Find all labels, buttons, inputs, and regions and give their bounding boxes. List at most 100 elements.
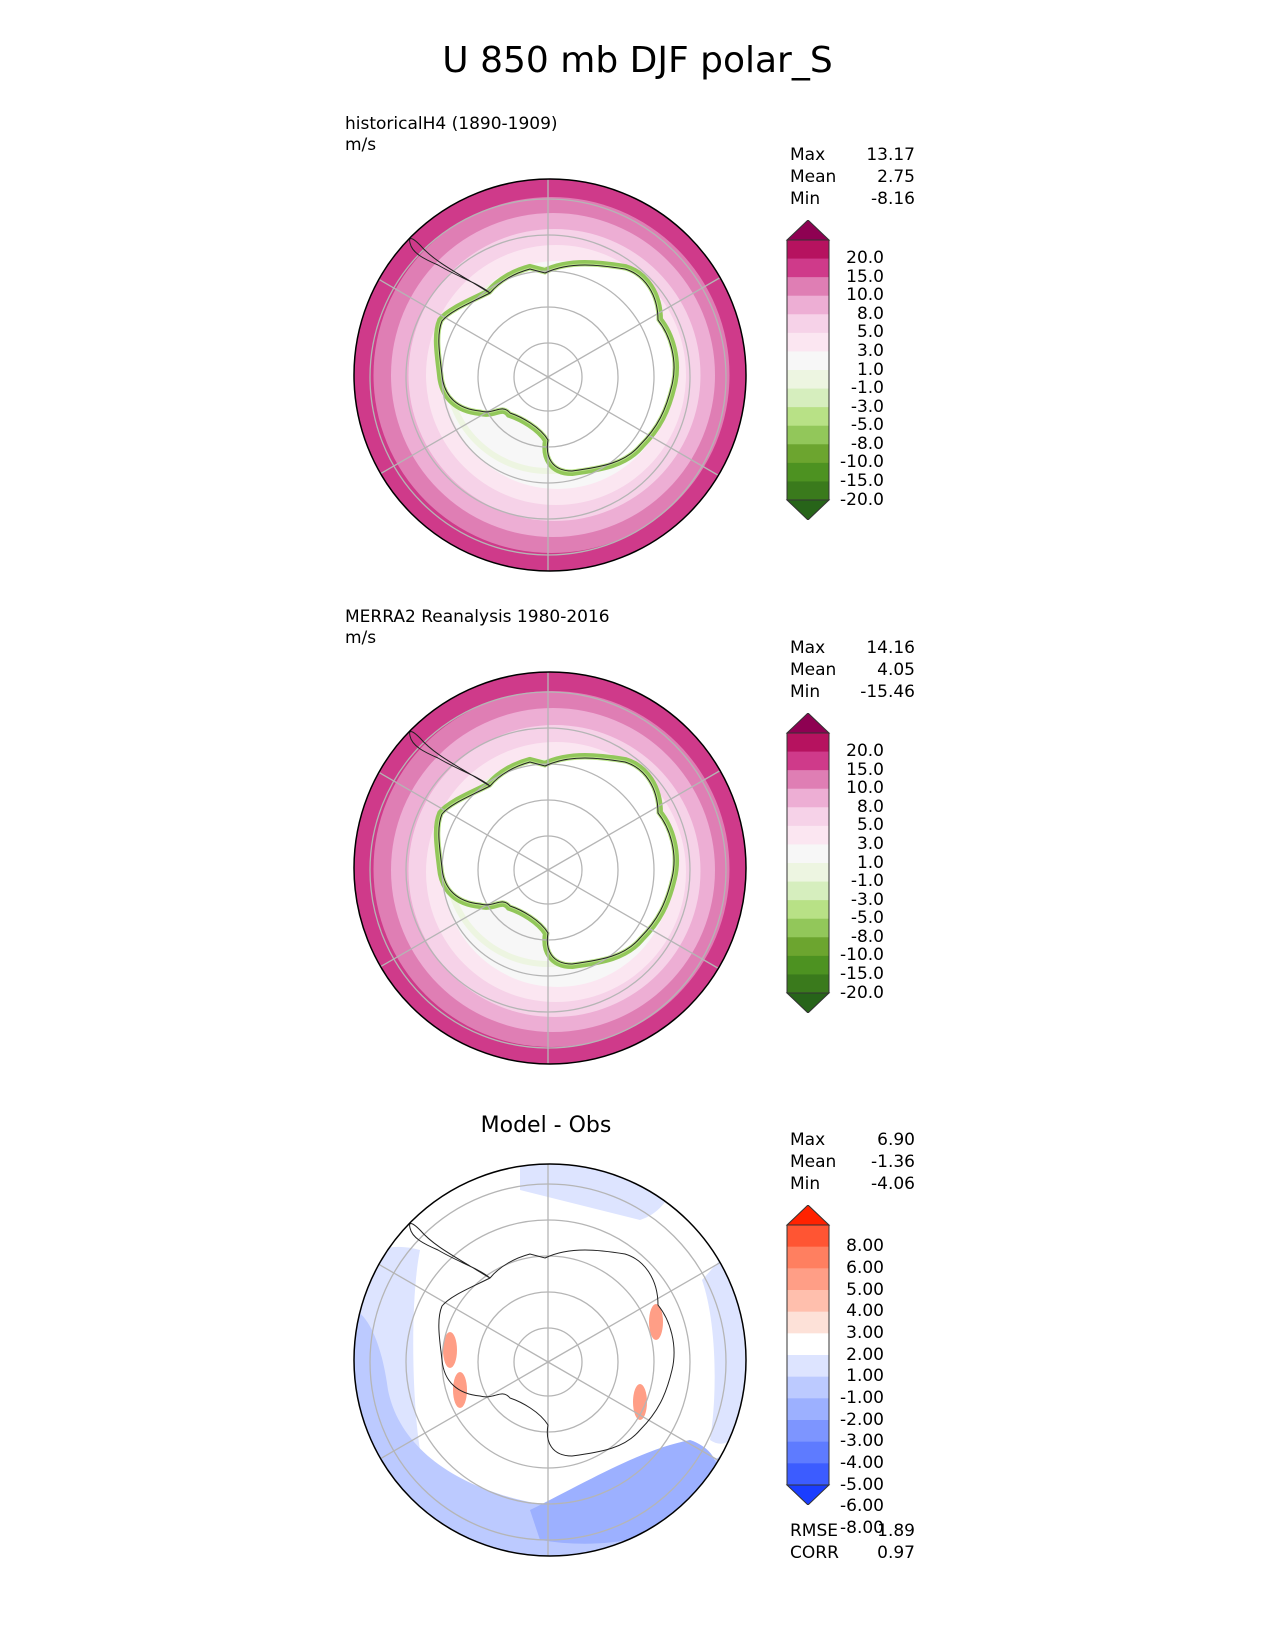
panel-1-colorbar — [785, 220, 831, 520]
colorbar-bin — [787, 332, 829, 352]
colorbar-bin — [787, 1463, 829, 1486]
panel-3-stats: Max 6.90 Mean -1.36 Min -4.06 — [790, 1129, 915, 1195]
colorbar-tick-label: 1.00 — [846, 1366, 884, 1387]
panel-2-colorbar — [785, 713, 831, 1013]
colorbar-bin — [787, 863, 829, 883]
colorbar-tick-label: 8.00 — [846, 1236, 884, 1257]
corr-label: CORR — [790, 1543, 839, 1563]
min-label: Min — [790, 682, 821, 702]
positive-patch — [633, 1384, 647, 1420]
colorbar-tick-label: -1.0 — [850, 378, 884, 399]
colorbar-tick-label: -2.00 — [840, 1409, 884, 1430]
graticule — [365, 1164, 731, 1556]
panel-1-stats: Max 13.17 Mean 2.75 Min -8.16 — [790, 144, 915, 210]
colorbar-extend-bottom — [785, 499, 831, 520]
colorbar-tick-label: -5.0 — [850, 908, 884, 929]
colorbar-tick-label: 3.00 — [846, 1322, 884, 1343]
colorbar-tick-label: 1.0 — [856, 852, 884, 873]
colorbar-tick-label: 6.00 — [846, 1257, 884, 1278]
panel-3-mean: -1.36 — [871, 1152, 915, 1172]
colorbar-tick-label: -8.00 — [840, 1517, 884, 1538]
panel-2-units: m/s — [345, 628, 377, 648]
panel-2-map — [353, 671, 747, 1065]
colorbar-frame — [786, 732, 830, 994]
mean-label: Mean — [790, 1152, 837, 1172]
colorbar-tick-label: -5.0 — [850, 415, 884, 436]
colorbar-tick-label: 1.0 — [856, 359, 884, 380]
colorbar-tick-label: 8.0 — [856, 303, 884, 324]
colorbar-tick-label: 20.0 — [846, 248, 884, 269]
colorbar-tick-label: -20.0 — [840, 489, 884, 510]
colorbar-bin — [787, 955, 829, 975]
colorbar-bin — [787, 918, 829, 938]
coastline-peninsula — [409, 238, 491, 294]
min-label: Min — [790, 189, 821, 209]
meridian-line — [547, 271, 731, 378]
colorbar-tick-label: -15.0 — [840, 963, 884, 984]
colorbar-tick-label: 5.0 — [856, 815, 884, 836]
coastline-peninsula — [409, 731, 491, 787]
colorbar-extend-bottom — [785, 992, 831, 1013]
colorbar-tick-label: -3.00 — [840, 1431, 884, 1452]
colorbar-tick-label: 3.0 — [856, 833, 884, 854]
colorbar-tick-label: 10.0 — [846, 778, 884, 799]
graticule — [365, 179, 731, 571]
colorbar-bin — [787, 481, 829, 501]
colorbar-bin — [787, 900, 829, 920]
colorbar-bin — [787, 881, 829, 901]
colorbar-bin — [787, 295, 829, 315]
colorbar-bin — [787, 462, 829, 482]
colorbar-bin — [787, 937, 829, 957]
panel-1-max: 13.17 — [866, 145, 915, 165]
colorbar-frame — [786, 239, 830, 501]
colorbar-extend-top — [785, 220, 831, 241]
colorbar-bin — [787, 388, 829, 408]
meridian-line — [547, 1256, 731, 1363]
panel-2-mean: 4.05 — [877, 660, 915, 680]
meridian-line — [365, 271, 549, 378]
colorbar-tick-label: 5.00 — [846, 1279, 884, 1300]
meridian-line — [365, 764, 549, 871]
max-label: Max — [790, 145, 826, 165]
map-boundary — [353, 1163, 747, 1557]
colorbar-tick-label: 5.0 — [856, 322, 884, 343]
colorbar-bin — [787, 258, 829, 278]
colorbar-tick-label: 4.00 — [846, 1301, 884, 1322]
colorbar-bin — [787, 1225, 829, 1248]
panel-2-title-block: MERRA2 Reanalysis 1980-2016 m/s — [345, 607, 610, 649]
panel-2-max: 14.16 — [866, 638, 915, 658]
colorbar-tick-label: -3.0 — [850, 396, 884, 417]
meridian-line — [365, 1256, 549, 1363]
field-layer — [354, 1164, 746, 1556]
coastline — [438, 757, 675, 965]
continent-interior — [438, 1250, 675, 1456]
coastline-peninsula — [409, 1223, 491, 1279]
panel-2-title: MERRA2 Reanalysis 1980-2016 — [345, 607, 610, 627]
meridian-line — [547, 376, 731, 483]
colorbar-extend-top — [785, 713, 831, 734]
panel-3-map — [353, 1163, 747, 1557]
coastline — [438, 1249, 675, 1457]
field-layer — [354, 179, 746, 571]
graticule — [365, 672, 731, 1064]
colorbar-bin — [787, 733, 829, 753]
positive-patch — [649, 1304, 663, 1340]
min-label: Min — [790, 1174, 821, 1194]
colorbar-bin — [787, 770, 829, 790]
positive-patch — [443, 1332, 457, 1368]
meridian-line — [547, 869, 731, 976]
colorbar-extend-top — [785, 1205, 831, 1226]
colorbar-tick-label: 15.0 — [846, 266, 884, 287]
mean-label: Mean — [790, 660, 837, 680]
panel-2-stats: Max 14.16 Mean 4.05 Min -15.46 — [790, 637, 915, 703]
colorbar-tick-label: -8.0 — [850, 433, 884, 454]
colorbar-tick-label: 8.0 — [856, 796, 884, 817]
colorbar-bin — [787, 314, 829, 334]
colorbar-bin — [787, 974, 829, 994]
rmse-label: RMSE — [790, 1521, 839, 1541]
colorbar-tick-label: 10.0 — [846, 285, 884, 306]
panel-3-title: Model - Obs — [480, 1113, 612, 1138]
colorbar-bin — [787, 425, 829, 445]
colorbar-bin — [787, 444, 829, 464]
meridian-line — [547, 1361, 731, 1468]
